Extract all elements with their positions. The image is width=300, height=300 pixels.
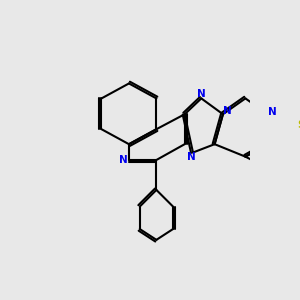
Text: N: N [197, 89, 206, 99]
Text: S: S [297, 121, 300, 130]
Text: N: N [119, 155, 128, 165]
Text: N: N [268, 107, 277, 117]
Text: N: N [188, 152, 196, 163]
Text: N: N [223, 106, 232, 116]
